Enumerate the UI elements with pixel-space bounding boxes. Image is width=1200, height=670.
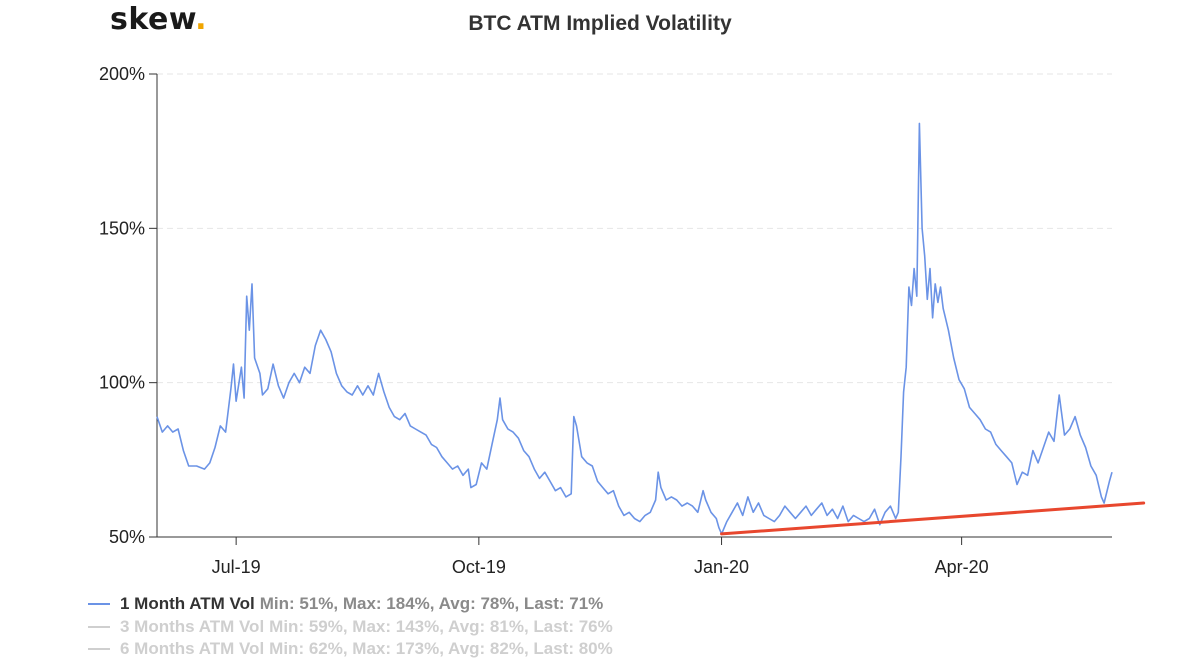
y-tick-label: 200% — [99, 64, 145, 84]
legend-item-3-months[interactable]: 3 Months ATM Vol Min: 59%, Max: 143%, Av… — [88, 616, 613, 639]
legend-swatch-6-months — [88, 648, 110, 651]
y-tick-label: 50% — [109, 527, 145, 547]
series-line-1-month — [156, 122, 1113, 535]
x-tick-label: Jan-20 — [694, 557, 749, 577]
legend-item-6-months[interactable]: 6 Months ATM Vol Min: 62%, Max: 173%, Av… — [88, 638, 613, 661]
chart-title: BTC ATM Implied Volatility — [468, 12, 732, 35]
chart-svg: 50% 100% 150% 200% Jul-19 Oct-19 Jan-20 Apr-20 — [99, 64, 1146, 577]
skew-logo: skew. — [110, 2, 208, 37]
legend-swatch-3-months — [88, 625, 110, 628]
x-tick-label: Jul-19 — [212, 557, 261, 577]
x-tick-label: Apr-20 — [935, 557, 989, 577]
legend-swatch-1-month — [88, 603, 110, 606]
x-tick-label: Oct-19 — [452, 557, 506, 577]
chart-legend: 1 Month ATM Vol Min: 51%, Max: 184%, Avg… — [88, 593, 613, 661]
support-trendline — [720, 501, 1146, 536]
y-tick-label: 150% — [99, 218, 145, 238]
legend-item-1-month[interactable]: 1 Month ATM Vol Min: 51%, Max: 184%, Avg… — [88, 593, 613, 616]
y-tick-label: 100% — [99, 373, 145, 393]
